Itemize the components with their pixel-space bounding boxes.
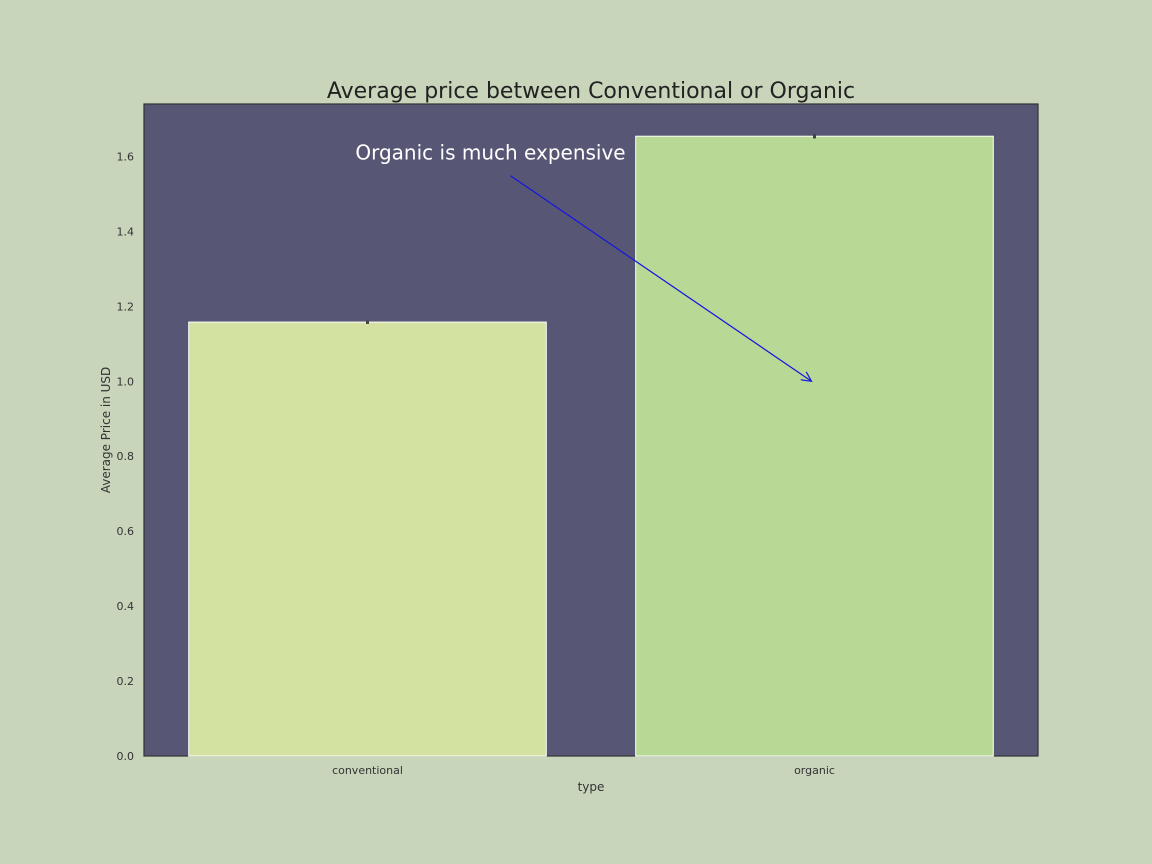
y-tick-label: 1.4: [117, 225, 135, 238]
y-tick-label: 1.0: [117, 375, 135, 388]
x-tick-label: organic: [794, 764, 835, 777]
y-tick-label: 0.0: [117, 750, 135, 763]
y-tick-label: 0.4: [117, 600, 135, 613]
annotation-arrow: [510, 175, 812, 382]
bars: [188, 133, 994, 757]
y-tick-label: 0.8: [117, 450, 135, 463]
x-axis-label: type: [578, 780, 605, 794]
y-axis-label: Average Price in USD: [99, 367, 113, 494]
bar-conventional: [188, 321, 547, 757]
bar-organic: [635, 135, 994, 757]
annotation-text: Organic is much expensive: [355, 141, 625, 165]
x-tick-label: conventional: [332, 764, 403, 777]
y-tick-label: 0.2: [117, 675, 135, 688]
y-tick-label: 0.6: [117, 525, 135, 538]
y-tick-label: 1.6: [117, 150, 135, 163]
chart-title: Average price between Conventional or Or…: [327, 79, 855, 104]
y-tick-label: 1.2: [117, 300, 135, 313]
ticks: 0.0 0.2 0.4 0.6 0.8 1.0 1.2 1.4 1.6 conventional o…: [117, 150, 835, 777]
annotation: Organic is much expensive: [355, 141, 811, 382]
